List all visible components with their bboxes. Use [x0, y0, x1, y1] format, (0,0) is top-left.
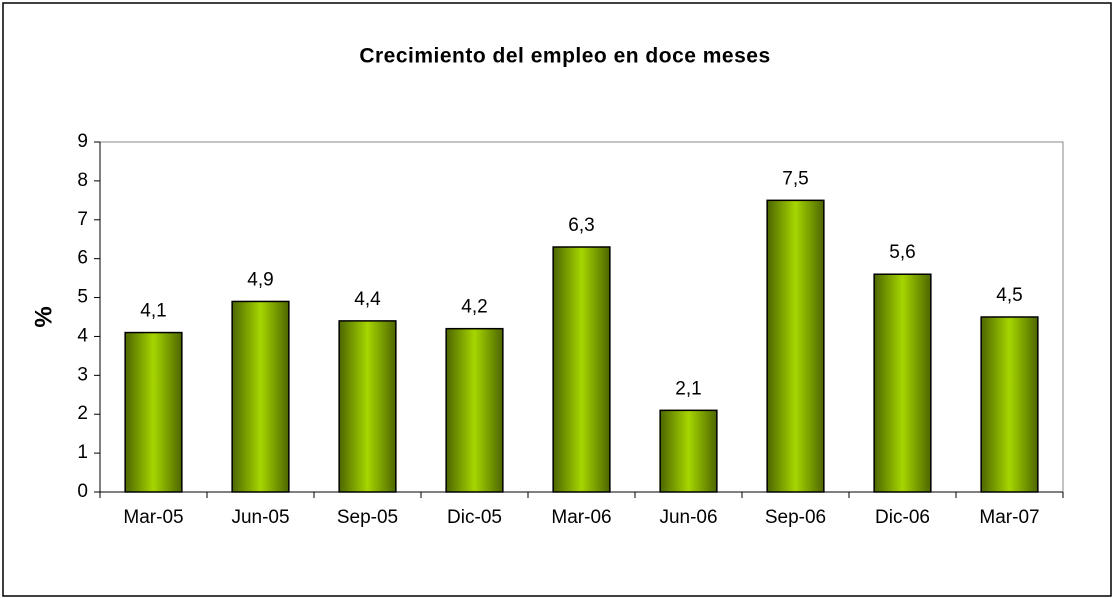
data-label: 4,5: [996, 285, 1022, 306]
x-tick-label: Mar-07: [979, 507, 1039, 528]
data-label: 6,3: [568, 215, 594, 236]
y-axis-label: %: [30, 306, 57, 327]
bar: [231, 300, 290, 493]
y-tick-label: 2: [77, 403, 88, 424]
y-tick-label: 1: [77, 442, 88, 463]
x-tick-label: Sep-06: [765, 507, 826, 528]
x-tick-label: Dic-06: [875, 507, 930, 528]
data-label: 2,1: [675, 378, 701, 399]
y-tick-label: 9: [77, 131, 88, 152]
x-tick-label: Jun-06: [659, 507, 717, 528]
bar: [980, 316, 1039, 493]
x-tick-label: Sep-05: [337, 507, 398, 528]
y-tick-label: 3: [77, 364, 88, 385]
y-tick-label: 6: [77, 248, 88, 269]
bar: [659, 409, 718, 493]
y-tick-label: 4: [77, 325, 88, 346]
bar: [338, 320, 397, 493]
data-label: 4,4: [354, 289, 381, 310]
bar: [552, 246, 611, 493]
data-label: 4,2: [461, 297, 487, 318]
y-tick-label: 7: [77, 209, 88, 230]
chart-title: Crecimiento del empleo en doce meses: [359, 45, 770, 68]
y-tick-label: 8: [77, 170, 88, 191]
x-tick-label: Mar-06: [551, 507, 611, 528]
y-tick-label: 5: [77, 287, 88, 308]
bar: [124, 331, 183, 493]
y-tick-label: 0: [77, 481, 88, 502]
x-tick-label: Mar-05: [123, 507, 183, 528]
data-label: 5,6: [889, 242, 915, 263]
bar: [766, 199, 825, 493]
bar: [445, 327, 504, 493]
data-label: 4,9: [247, 269, 273, 290]
x-tick-label: Jun-05: [231, 507, 289, 528]
bar: [873, 273, 932, 493]
x-tick-label: Dic-05: [447, 507, 502, 528]
data-label: 4,1: [140, 301, 166, 322]
data-label: 7,5: [782, 168, 808, 189]
